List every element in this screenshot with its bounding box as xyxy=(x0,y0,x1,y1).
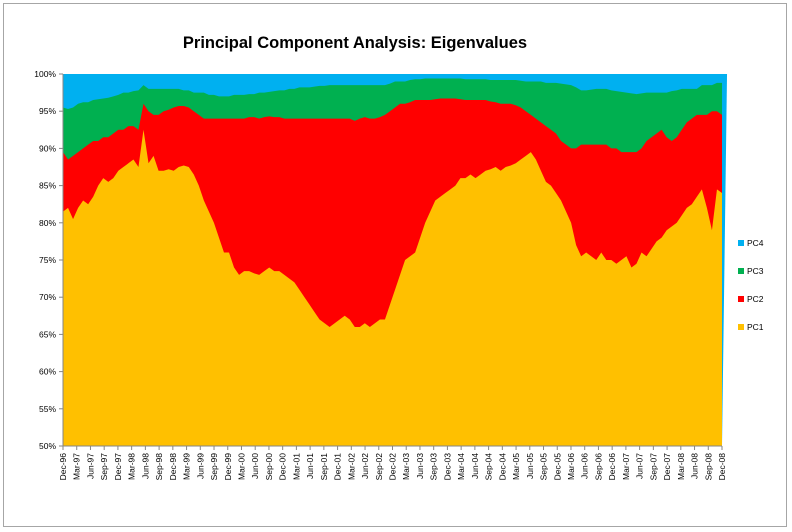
x-tick-label: Dec-97 xyxy=(113,453,123,481)
y-tick-label: 95% xyxy=(39,106,56,116)
x-tick-label: Sep-02 xyxy=(374,453,384,481)
x-tick-label: Sep-05 xyxy=(539,453,549,481)
x-tick-label: Dec-01 xyxy=(333,453,343,481)
x-tick-label: Sep-00 xyxy=(264,453,274,481)
x-tick-label: Dec-07 xyxy=(662,453,672,481)
legend: PC4 PC3 PC2 PC1 xyxy=(738,238,764,332)
x-tick-label: Jun-03 xyxy=(415,453,425,479)
legend-swatch-pc1 xyxy=(738,324,744,330)
x-tick-label: Mar-00 xyxy=(236,453,246,480)
x-tick-label: Mar-08 xyxy=(676,453,686,480)
y-tick-label: 75% xyxy=(39,255,56,265)
legend-label-pc3: PC3 xyxy=(747,266,764,276)
legend-label-pc2: PC2 xyxy=(747,294,764,304)
x-tick-label: Dec-08 xyxy=(717,453,727,481)
x-tick-label: Mar-03 xyxy=(401,453,411,480)
x-tick-label: Dec-98 xyxy=(168,453,178,481)
x-tick-label: Jun-98 xyxy=(140,453,150,479)
y-tick-label: 65% xyxy=(39,329,56,339)
x-tick-label: Sep-07 xyxy=(648,453,658,481)
stacked-areas xyxy=(63,74,728,447)
x-tick-label: Jun-99 xyxy=(195,453,205,479)
y-tick-label: 55% xyxy=(39,404,56,414)
x-tick-label: Jun-05 xyxy=(525,453,535,479)
y-tick-label: 70% xyxy=(39,292,56,302)
x-tick-label: Dec-03 xyxy=(442,453,452,481)
x-tick-label: Mar-01 xyxy=(291,453,301,480)
x-tick-label: Sep-06 xyxy=(593,453,603,481)
x-tick-label: Jun-04 xyxy=(470,453,480,479)
x-tick-label: Mar-05 xyxy=(511,453,521,480)
x-tick-label: Jun-06 xyxy=(580,453,590,479)
x-tick-label: Dec-00 xyxy=(278,453,288,481)
legend-label-pc4: PC4 xyxy=(747,238,764,248)
x-tick-label: Jun-97 xyxy=(85,453,95,479)
x-tick-label: Mar-02 xyxy=(346,453,356,480)
x-tick-label: Sep-97 xyxy=(99,453,109,481)
x-tick-label: Dec-04 xyxy=(497,453,507,481)
x-tick-label: Mar-97 xyxy=(72,453,82,480)
x-tick-label: Dec-96 xyxy=(58,453,68,481)
x-tick-label: Dec-02 xyxy=(388,453,398,481)
x-tick-label: Sep-03 xyxy=(429,453,439,481)
x-tick-label: Sep-08 xyxy=(703,453,713,481)
legend-swatch-pc2 xyxy=(738,296,744,302)
area-series-pc1 xyxy=(63,129,722,447)
x-tick-label: Mar-98 xyxy=(127,453,137,480)
x-tick-label: Dec-99 xyxy=(223,453,233,481)
x-tick-label: Jun-00 xyxy=(250,453,260,479)
x-tick-label: Sep-98 xyxy=(154,453,164,481)
x-tick-label: Sep-04 xyxy=(484,453,494,481)
legend-swatch-pc4 xyxy=(738,240,744,246)
x-tick-label: Jun-02 xyxy=(360,453,370,479)
x-tick-label: Sep-99 xyxy=(209,453,219,481)
x-tick-label: Dec-06 xyxy=(607,453,617,481)
x-tick-label: Dec-05 xyxy=(552,453,562,481)
x-tick-label: Jun-01 xyxy=(305,453,315,479)
chart-title: Principal Component Analysis: Eigenvalue… xyxy=(183,34,527,52)
x-axis: Dec-96 Mar-97 Jun-97 Sep-97 Dec-97 Mar-98 Jun-… xyxy=(58,445,727,481)
y-tick-label: 100% xyxy=(34,69,56,79)
x-tick-label: Jun-07 xyxy=(635,453,645,479)
x-tick-label: Mar-06 xyxy=(566,453,576,480)
x-tick-label: Mar-04 xyxy=(456,453,466,480)
y-axis: 50% 55% 60% 65% 70% 75% 80% 85% 90% 95% 100% xyxy=(34,69,64,451)
y-tick-label: 50% xyxy=(39,441,56,451)
y-tick-label: 85% xyxy=(39,181,56,191)
x-tick-label: Mar-07 xyxy=(621,453,631,480)
x-tick-label: Jun-08 xyxy=(690,453,700,479)
y-tick-label: 60% xyxy=(39,367,56,377)
y-tick-label: 80% xyxy=(39,218,56,228)
x-tick-label: Mar-99 xyxy=(182,453,192,480)
y-tick-label: 90% xyxy=(39,143,56,153)
legend-label-pc1: PC1 xyxy=(747,322,764,332)
legend-swatch-pc3 xyxy=(738,268,744,274)
x-tick-label: Sep-01 xyxy=(319,453,329,481)
